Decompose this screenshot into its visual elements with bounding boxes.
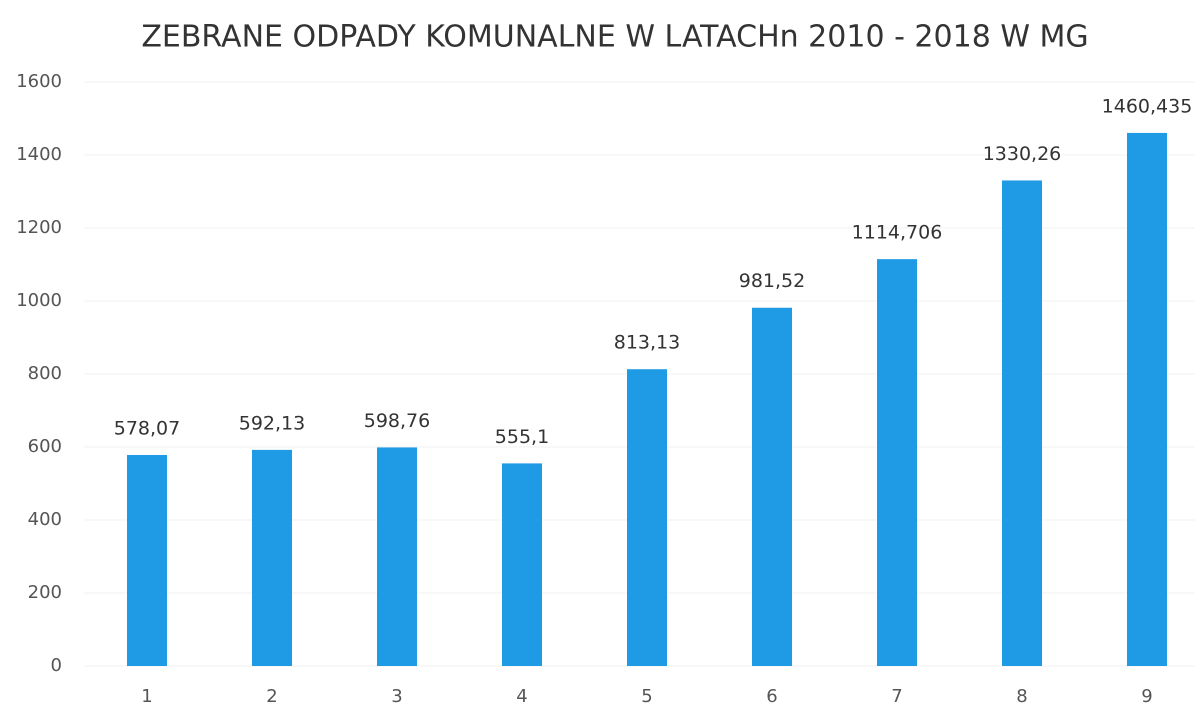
data-label: 981,52 — [739, 270, 805, 292]
x-tick-label: 5 — [641, 686, 652, 707]
y-tick-label: 600 — [28, 436, 62, 457]
data-label: 1114,706 — [852, 222, 943, 244]
bar — [627, 369, 667, 666]
x-tick-label: 2 — [266, 686, 277, 707]
data-label: 1330,26 — [983, 143, 1062, 165]
bar — [502, 463, 542, 666]
x-tick-label: 4 — [516, 686, 527, 707]
x-tick-label: 1 — [141, 686, 152, 707]
data-label: 578,07 — [114, 418, 180, 440]
bar — [1127, 132, 1167, 666]
data-label: 1460,435 — [1102, 95, 1193, 117]
y-tick-label: 200 — [28, 582, 62, 603]
bar — [877, 259, 917, 666]
y-tick-label: 1000 — [16, 290, 62, 311]
y-tick-label: 1400 — [16, 144, 62, 165]
x-tick-label: 3 — [391, 686, 402, 707]
x-tick-label: 9 — [1141, 686, 1152, 707]
bar — [377, 447, 417, 666]
y-tick-label: 400 — [28, 509, 62, 530]
x-tick-label: 7 — [891, 686, 902, 707]
bar — [1002, 180, 1042, 667]
bar — [252, 449, 292, 666]
y-tick-label: 1600 — [16, 71, 62, 92]
data-label: 813,13 — [614, 332, 680, 354]
x-tick-label: 6 — [766, 686, 777, 707]
x-tick-label: 8 — [1016, 686, 1027, 707]
chart-title: ZEBRANE ODPADY KOMUNALNE W LATACHn 2010 … — [141, 20, 1088, 55]
bar — [752, 307, 792, 666]
y-tick-label: 0 — [51, 655, 62, 676]
y-tick-label: 1200 — [16, 217, 62, 238]
data-label: 555,1 — [495, 426, 549, 448]
data-label: 598,76 — [364, 410, 430, 432]
data-label: 592,13 — [239, 412, 305, 434]
bar — [127, 455, 167, 666]
y-tick-label: 800 — [28, 363, 62, 384]
